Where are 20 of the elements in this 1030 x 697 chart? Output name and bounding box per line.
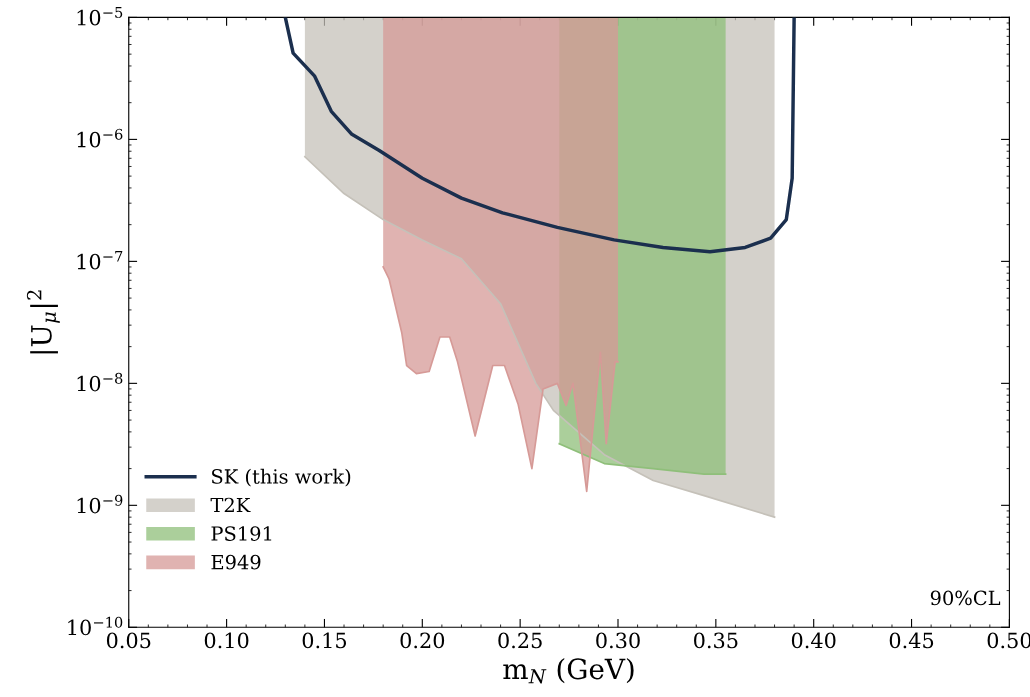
annotation: 90%CL (930, 590, 1001, 606)
x-tick-label: 0.40 (791, 632, 836, 649)
x-tick-label: 0.10 (204, 632, 249, 649)
y-tick-label: 10$^{−7}$ (77, 250, 123, 270)
legend-label: PS191 (211, 526, 272, 541)
x-tick-label: 0.20 (400, 632, 445, 649)
y-tick-label: 10$^{−8}$ (77, 372, 123, 392)
x-tick-label: 0.25 (498, 632, 542, 649)
x-tick-label: 0.30 (596, 632, 640, 649)
y-tick-label: 10$^{−9}$ (77, 494, 123, 514)
x-axis-title: m$_{N}$ (GeV) (503, 657, 634, 684)
x-tick-label: 0.35 (694, 632, 738, 649)
x-tick-label: 0.45 (889, 632, 934, 649)
y-tick-label: 10$^{−6}$ (77, 128, 123, 148)
legend-label: SK (this work) (212, 468, 351, 487)
y-axis-title: |U$_{μ}$|$^{2}$ (26, 290, 60, 354)
legend-label: T2K (210, 497, 251, 513)
legend-label: E949 (211, 554, 261, 570)
y-tick-label: 10$^{−5}$ (77, 7, 123, 26)
x-tick-label: 0.15 (302, 632, 347, 649)
